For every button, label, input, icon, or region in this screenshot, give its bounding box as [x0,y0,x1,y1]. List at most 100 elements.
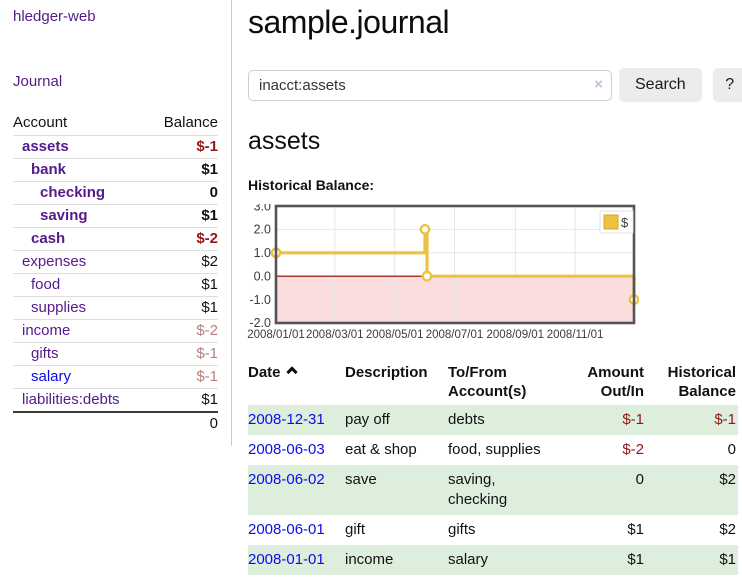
historical-balance-chart: $ 3.0 2.0 1.0 0.0 -1.0 -2.0 2008/01/01 2… [239,204,639,346]
account-link-salary[interactable]: salary [31,368,71,385]
legend-label: $ [621,215,629,230]
svg-text:-1.0: -1.0 [249,293,271,307]
register-table: Date Description To/FromAccount(s) Amoun… [248,361,738,575]
search-input[interactable] [248,70,612,101]
transaction-description: eat & shop [345,435,448,465]
svg-text:0.0: 0.0 [254,270,271,284]
account-row: expenses $2 [13,251,218,274]
transaction-date-link[interactable]: 2008-06-01 [248,521,325,538]
account-balance: $1 [149,389,218,413]
svg-text:-2.0: -2.0 [249,316,271,330]
transaction-row: 2008-06-03 eat & shop food, supplies $-2… [248,435,738,465]
sidebar: hledger-web Journal Account Balance asse… [0,0,232,446]
account-row: liabilities:debts $1 [13,389,218,413]
legend-swatch [604,215,618,229]
x-axis-labels: 2008/01/01 2008/03/01 2008/05/01 2008/07… [247,329,603,341]
accounts-total-row: 0 [13,412,218,435]
transaction-balance: $1 [646,545,738,575]
accounts-header-balance: Balance [149,111,218,136]
transaction-date-link[interactable]: 2008-01-01 [248,551,325,568]
transaction-row: 2008-06-02 save saving, checking 0 $2 [248,465,738,515]
transaction-accounts: debts [448,405,560,435]
page: hledger-web Journal Account Balance asse… [0,0,742,575]
column-header-balance: HistoricalBalance [646,361,738,405]
transaction-amount: $-1 [560,405,646,435]
column-header-date[interactable]: Date [248,361,345,405]
help-button[interactable]: ? [713,68,742,102]
account-row: salary $-1 [13,366,218,389]
account-link-bank[interactable]: bank [31,161,66,178]
account-balance: $1 [149,297,218,320]
transaction-date-link[interactable]: 2008-06-03 [248,441,325,458]
transaction-description: income [345,545,448,575]
accounts-header-account: Account [13,111,149,136]
transaction-amount: $-2 [560,435,646,465]
transaction-row: 2008-06-01 gift gifts $1 $2 [248,515,738,545]
accounts-header-row: Account Balance [13,111,218,136]
account-balance: 0 [149,182,218,205]
sidebar-item-journal[interactable]: Journal [13,73,62,90]
account-balance: $2 [149,251,218,274]
chart-legend: $ [600,211,633,233]
app-title-link[interactable]: hledger-web [13,8,96,25]
svg-text:3.0: 3.0 [254,204,271,214]
account-balance: $-1 [149,136,218,159]
account-balance: $1 [149,274,218,297]
account-row: saving $1 [13,205,218,228]
account-row: gifts $-1 [13,343,218,366]
chart-canvas: $ 3.0 2.0 1.0 0.0 -1.0 -2.0 2008/01/01 2… [239,204,639,346]
main-content: sample.journal × Search ? assets Histori… [232,0,742,575]
search-form: × Search ? [248,68,742,102]
register-header-row: Date Description To/FromAccount(s) Amoun… [248,361,738,405]
account-link-cash[interactable]: cash [31,230,65,247]
account-link-assets[interactable]: assets [22,138,69,155]
account-link-liabilities-debts[interactable]: liabilities:debts [22,391,120,408]
transaction-date-link[interactable]: 2008-12-31 [248,411,325,428]
transaction-accounts: food, supplies [448,435,560,465]
account-balance: $-1 [149,343,218,366]
transaction-row: 2008-01-01 income salary $1 $1 [248,545,738,575]
account-row: supplies $1 [13,297,218,320]
svg-text:2008/07/01: 2008/07/01 [426,329,484,341]
transaction-date-link[interactable]: 2008-06-02 [248,471,325,488]
y-axis-labels: 3.0 2.0 1.0 0.0 -1.0 -2.0 [249,204,271,330]
account-row: cash $-2 [13,228,218,251]
account-balance: $1 [149,205,218,228]
account-link-supplies[interactable]: supplies [31,299,86,316]
column-header-amount: AmountOut/In [560,361,646,405]
account-balance: $1 [149,159,218,182]
account-link-saving[interactable]: saving [40,207,88,224]
account-row: assets $-1 [13,136,218,159]
account-link-gifts[interactable]: gifts [31,345,59,362]
transaction-balance: 0 [646,435,738,465]
account-row: checking 0 [13,182,218,205]
svg-text:2008/05/01: 2008/05/01 [366,329,424,341]
account-balance: $-2 [149,320,218,343]
svg-text:2.0: 2.0 [254,223,271,237]
transaction-accounts: gifts [448,515,560,545]
account-link-expenses[interactable]: expenses [22,253,86,270]
accounts-total-balance: 0 [149,412,218,435]
account-link-food[interactable]: food [31,276,60,293]
column-header-accounts: To/FromAccount(s) [448,361,560,405]
search-button[interactable]: Search [619,68,702,102]
accounts-balance-table: Account Balance assets $-1 bank $1 check… [13,111,218,435]
svg-text:2008/03/01: 2008/03/01 [306,329,364,341]
svg-text:2008/11/01: 2008/11/01 [547,329,604,341]
page-title: sample.journal [248,4,742,41]
account-link-checking[interactable]: checking [40,184,105,201]
transaction-description: save [345,465,448,515]
account-heading: assets [248,127,742,156]
clear-search-icon[interactable]: × [594,76,603,94]
account-link-income[interactable]: income [22,322,70,339]
transaction-accounts: saving, checking [448,465,560,515]
transaction-accounts: salary [448,545,560,575]
chart-title: Historical Balance: [248,177,742,193]
transaction-description: gift [345,515,448,545]
column-header-description: Description [345,361,448,405]
transaction-row: 2008-12-31 pay off debts $-1 $-1 [248,405,738,435]
account-balance: $-1 [149,366,218,389]
transaction-amount: $1 [560,545,646,575]
account-balance: $-2 [149,228,218,251]
account-row: food $1 [13,274,218,297]
